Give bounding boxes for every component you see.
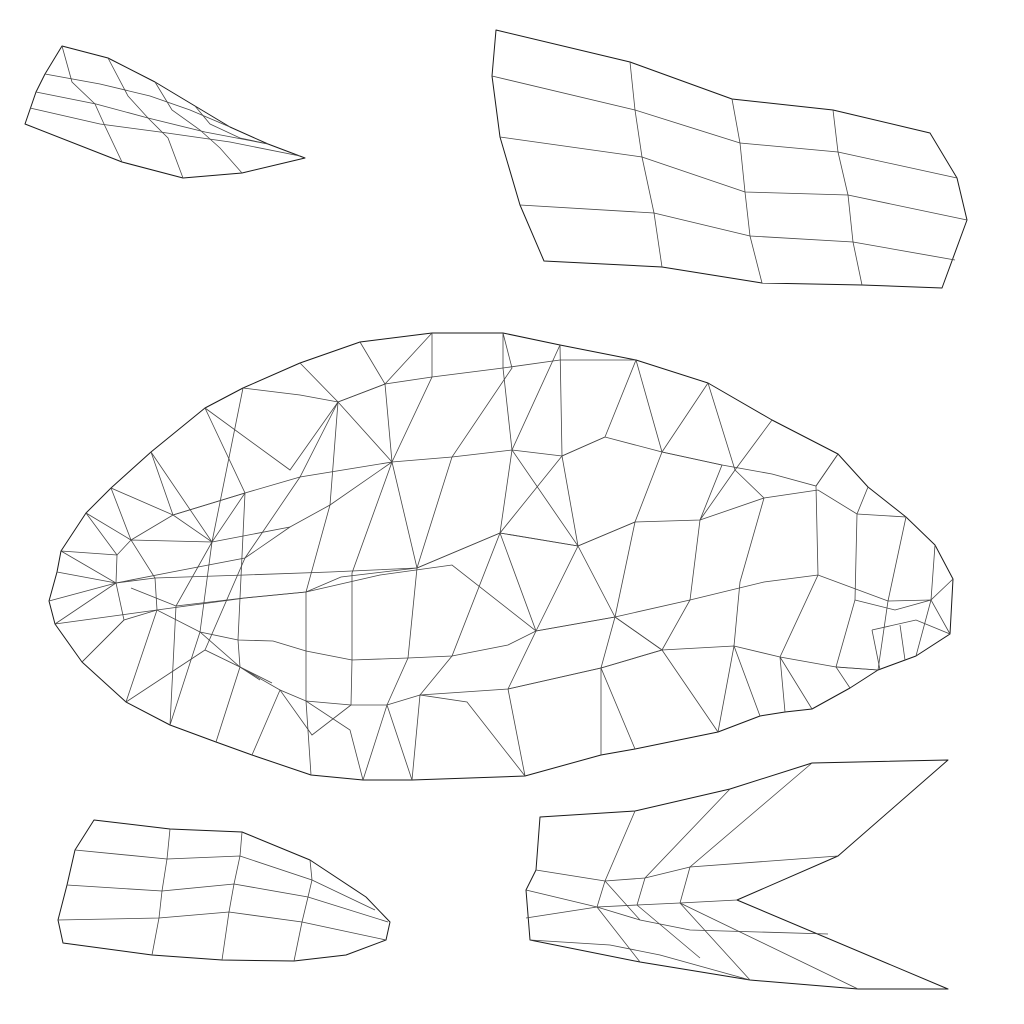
island-center-body-outline <box>48 332 954 781</box>
island-bottom-left <box>57 819 391 962</box>
island-top-right <box>491 29 968 289</box>
island-top-left <box>24 45 306 179</box>
island-top-left-grid <box>29 45 301 179</box>
island-bottom-right-outline <box>525 759 949 990</box>
island-top-left-outline <box>24 45 306 179</box>
island-top-right-outline <box>491 29 968 289</box>
island-bottom-left-grid <box>57 828 389 962</box>
island-top-right-grid <box>491 61 968 286</box>
island-center-body <box>48 332 954 781</box>
island-bottom-right-grid <box>525 762 859 990</box>
island-center-body-mesh <box>48 332 954 781</box>
island-bottom-right <box>525 759 949 990</box>
island-bottom-left-outline <box>57 819 391 962</box>
